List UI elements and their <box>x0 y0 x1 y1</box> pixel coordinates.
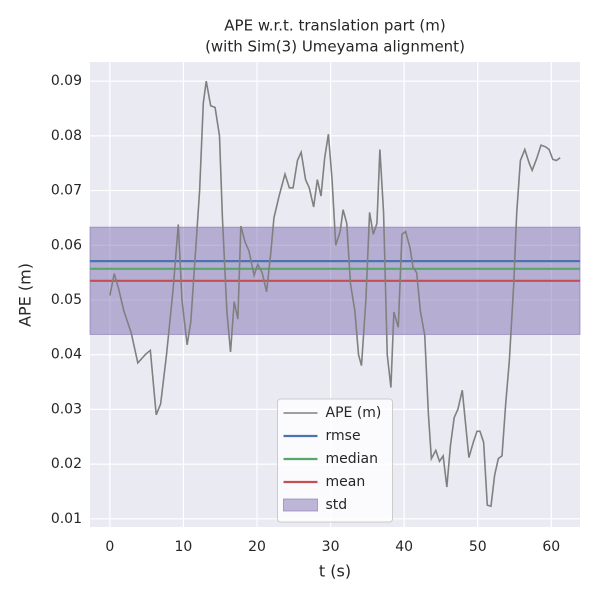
y-tick-label: 0.01 <box>51 511 82 527</box>
chart-subtitle: (with Sim(3) Umeyama alignment) <box>205 38 465 56</box>
x-tick-label: 10 <box>175 539 193 555</box>
data-line <box>109 81 561 508</box>
legend-label: APE (m) <box>326 405 382 421</box>
x-tick-label: 0 <box>105 539 114 555</box>
x-axis-label: t (s) <box>319 562 351 581</box>
x-tick-label: 40 <box>395 539 413 555</box>
y-tick-label: 0.04 <box>51 347 82 363</box>
y-tick-label: 0.06 <box>51 237 82 253</box>
legend-label: std <box>326 497 348 513</box>
x-tick-label: 60 <box>542 539 560 555</box>
y-tick-label: 0.07 <box>51 183 82 199</box>
y-tick-label: 0.05 <box>51 292 82 308</box>
x-tick-label: 20 <box>248 539 266 555</box>
legend-swatch <box>283 498 318 512</box>
legend-label: median <box>326 451 378 467</box>
chart-title: APE w.r.t. translation part (m) <box>224 17 445 35</box>
x-tick-label: 50 <box>469 539 487 555</box>
x-tick-label: 30 <box>322 539 340 555</box>
y-tick-label: 0.08 <box>51 128 82 144</box>
y-tick-label: 0.09 <box>51 73 82 89</box>
y-tick-label: 0.03 <box>51 401 82 417</box>
legend-label: mean <box>326 474 366 490</box>
y-axis-label: APE (m) <box>16 263 35 327</box>
legend-label: rmse <box>326 428 361 444</box>
y-tick-label: 0.02 <box>51 456 82 472</box>
legend: APE (m) rmse median mean std <box>277 398 393 523</box>
legend-box <box>277 398 393 523</box>
